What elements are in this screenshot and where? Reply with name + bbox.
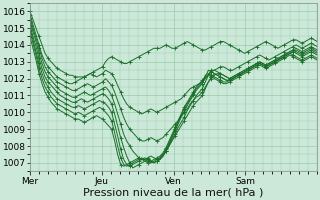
X-axis label: Pression niveau de la mer( hPa ): Pression niveau de la mer( hPa ) <box>84 187 264 197</box>
